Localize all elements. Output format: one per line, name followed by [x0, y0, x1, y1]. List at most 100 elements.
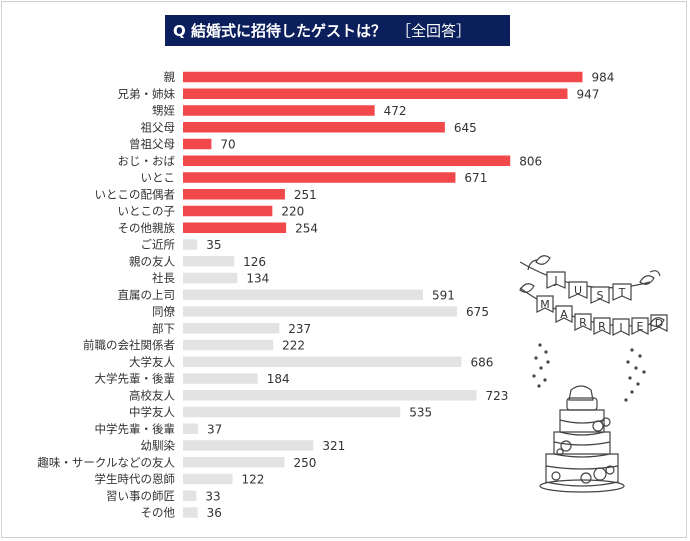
bunting-letter: U	[574, 284, 582, 297]
bunting-letter: I	[619, 321, 622, 334]
value-label: 686	[471, 355, 494, 369]
category-label: 前職の会社関係者	[83, 338, 175, 352]
bar	[183, 323, 280, 334]
category-label: 大学先輩・後輩	[95, 372, 176, 386]
value-label: 222	[282, 339, 305, 353]
category-label: 趣味・サークルなどの友人	[37, 455, 175, 469]
value-label: 675	[466, 305, 489, 319]
confetti-dot	[626, 360, 630, 364]
value-label: 472	[384, 104, 407, 118]
bar	[183, 390, 477, 401]
bunting-flags-top: J U S T	[546, 271, 632, 304]
value-label: 671	[464, 171, 487, 185]
bunting-flag: J	[546, 271, 566, 289]
bunting-letter: R	[579, 316, 587, 329]
value-label: 220	[281, 205, 304, 219]
bar	[183, 423, 199, 434]
bar	[183, 105, 375, 116]
value-label: 947	[576, 87, 599, 101]
chart-subtitle: ［全回答］	[395, 22, 471, 40]
value-label: 535	[409, 406, 432, 420]
value-label: 35	[206, 238, 221, 252]
bunting-flag: I	[612, 318, 630, 336]
bar	[183, 490, 197, 501]
value-label: 321	[322, 439, 345, 453]
leaf-icon	[527, 255, 551, 271]
category-label: 直属の上司	[118, 288, 176, 302]
bunting-letter: T	[618, 286, 626, 299]
value-label: 806	[519, 154, 542, 168]
confetti-dot	[628, 376, 632, 380]
bunting-letter: R	[598, 320, 606, 333]
category-label: 甥姪	[152, 104, 175, 118]
confetti-dot	[624, 398, 628, 402]
bar	[183, 507, 198, 518]
category-label: 兄弟・姉妹	[118, 87, 176, 101]
bar	[183, 88, 568, 99]
value-label: 126	[243, 255, 266, 269]
bunting-flag: M	[536, 295, 554, 313]
value-label: 645	[454, 121, 477, 135]
bunting-flag: S	[590, 286, 610, 304]
value-label: 723	[486, 389, 509, 403]
bar	[183, 306, 458, 317]
bunting-letter: J	[553, 274, 557, 287]
category-label: 中学友人	[129, 405, 175, 419]
confetti-dot	[537, 384, 541, 388]
value-label: 37	[207, 422, 222, 436]
value-label: 134	[246, 272, 269, 286]
bar	[183, 339, 274, 351]
confetti-dot	[546, 360, 550, 364]
value-label: 254	[295, 221, 318, 235]
value-label: 36	[207, 506, 222, 520]
bunting-flag: U	[568, 281, 588, 299]
bunting-flag: A	[555, 305, 573, 323]
value-label: 251	[294, 188, 317, 202]
bar	[183, 189, 285, 200]
confetti-dot	[630, 348, 634, 352]
bar	[183, 71, 583, 83]
value-label: 250	[294, 456, 317, 470]
bar	[183, 122, 445, 133]
confetti-dot	[544, 350, 548, 354]
confetti-dot	[534, 356, 538, 360]
bunting-letter: A	[560, 308, 568, 321]
wedding-cake-icon	[539, 385, 625, 493]
category-label: ご近所	[141, 238, 176, 252]
category-label: 学生時代の恩師	[95, 472, 176, 486]
bar	[183, 256, 235, 267]
confetti-dot	[634, 366, 638, 370]
category-label: いとこの子	[118, 204, 176, 218]
bar	[183, 155, 511, 166]
category-label: 幼馴染	[141, 439, 176, 453]
bar	[183, 440, 314, 451]
bunting-letter: D	[655, 317, 663, 330]
confetti-dots	[532, 343, 646, 402]
bar	[183, 138, 212, 150]
chart-title-box: Q 結婚式に招待したゲストは？ ［全回答］	[165, 15, 510, 46]
bunting-letter: E	[637, 320, 644, 333]
bar	[183, 272, 238, 284]
category-label: 祖父母	[141, 120, 176, 134]
bar	[183, 222, 287, 233]
confetti-dot	[538, 343, 542, 347]
bunting-letter: M	[540, 298, 550, 311]
category-label: 同僚	[152, 305, 175, 319]
leaf-icon	[639, 270, 661, 285]
value-label: 184	[267, 372, 290, 386]
wedding-illustration: JU S T MAR R I E D	[519, 255, 668, 493]
category-label: 社長	[152, 271, 175, 285]
bar	[183, 373, 258, 384]
confetti-dot	[543, 378, 547, 382]
leaf-icon	[519, 283, 535, 293]
confetti-dot	[532, 374, 536, 378]
bar	[183, 457, 285, 468]
confetti-dot	[636, 382, 640, 386]
value-label: 70	[220, 138, 235, 152]
bunting-letter: S	[597, 289, 604, 302]
leaf-icon	[649, 317, 665, 327]
category-label: いとこ	[141, 171, 176, 185]
category-label: 中学先輩・後輩	[95, 422, 176, 436]
